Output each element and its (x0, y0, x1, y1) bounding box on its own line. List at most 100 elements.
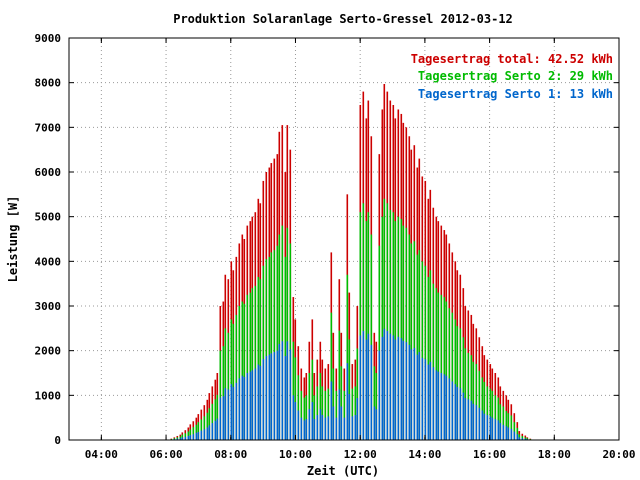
bar-serto-2 (227, 332, 230, 440)
bar-serto-2 (375, 373, 378, 440)
bar-serto-2 (381, 216, 384, 440)
bar-serto-2 (373, 366, 376, 440)
bar-serto-2 (507, 413, 510, 440)
bar-serto-1 (413, 347, 416, 440)
bar-serto-2 (346, 274, 349, 440)
y-tick-label: 2000 (35, 345, 62, 358)
bar-serto-1 (481, 410, 484, 440)
bar-serto-1 (462, 392, 465, 440)
bar-serto-2 (330, 312, 333, 440)
x-tick-label: 20:00 (602, 448, 635, 461)
bar-serto-2 (470, 355, 473, 440)
bar-serto-2 (311, 359, 314, 440)
bar-serto-1 (456, 386, 459, 440)
bar-serto-2 (351, 388, 354, 440)
bar-serto-2 (394, 221, 397, 440)
bar-serto-1 (516, 434, 519, 440)
bar-serto-2 (251, 288, 254, 440)
bar-serto-1 (289, 349, 292, 440)
bar-serto-2 (356, 348, 359, 440)
bar-serto-2 (206, 412, 209, 440)
bar-serto-1 (494, 419, 497, 440)
bar-serto-2 (249, 292, 252, 440)
bar-serto-2 (278, 234, 281, 440)
bar-serto-2 (472, 361, 475, 440)
bar-serto-1 (276, 350, 279, 440)
bar-serto-2 (179, 436, 182, 440)
bar-serto-1 (257, 364, 260, 440)
bar-serto-1 (316, 414, 319, 440)
bar-serto-1 (335, 417, 338, 440)
bar-serto-2 (445, 301, 448, 440)
bar-serto-2 (456, 326, 459, 440)
bar-serto-1 (394, 339, 397, 440)
bar-serto-1 (195, 432, 198, 440)
bar-serto-2 (259, 279, 262, 440)
bar-serto-1 (211, 423, 214, 440)
bar-serto-2 (246, 294, 249, 440)
bar-serto-1 (311, 402, 314, 440)
bar-serto-1 (464, 398, 467, 440)
bar-serto-2 (338, 330, 341, 440)
bar-serto-1 (389, 333, 392, 440)
bar-serto-2 (365, 221, 368, 440)
x-tick-labels: 04:00 06:00 08:00 10:00 12:00 14:00 16:00 18:00… (85, 448, 636, 461)
bar-serto-1 (348, 393, 351, 440)
bar-serto-1 (281, 341, 284, 440)
y-axis-label: Leistung [W] (6, 196, 20, 283)
bar-serto-2 (197, 422, 200, 440)
bar-serto-1 (208, 425, 211, 440)
bar-serto-1 (507, 427, 510, 440)
bar-serto-2 (243, 303, 246, 440)
bar-serto-2 (286, 227, 289, 440)
bar-serto-2 (459, 328, 462, 440)
x-tick-label: 08:00 (214, 448, 247, 461)
bar-serto-1 (268, 354, 271, 440)
bar-serto-2 (499, 404, 502, 440)
bar-serto-2 (478, 370, 481, 440)
bar-serto-2 (451, 312, 454, 440)
bar-serto-2 (462, 337, 465, 440)
bar-serto-1 (246, 373, 249, 440)
bar-serto-2 (303, 397, 306, 440)
x-tick-label: 04:00 (85, 448, 118, 461)
bar-serto-1 (386, 331, 389, 440)
bar-serto-1 (478, 407, 481, 440)
bar-series (170, 84, 532, 441)
x-tick-label: 10:00 (279, 448, 312, 461)
bar-serto-2 (448, 308, 451, 440)
bar-serto-1 (294, 402, 297, 440)
bar-serto-2 (397, 216, 400, 440)
bar-serto-2 (187, 431, 190, 440)
bar-serto-2 (505, 410, 508, 440)
bar-serto-2 (405, 227, 408, 440)
bar-serto-1 (408, 344, 411, 440)
bar-serto-2 (195, 424, 198, 440)
bar-serto-2 (200, 419, 203, 440)
bar-serto-1 (232, 386, 235, 440)
y-tick-label: 3000 (35, 300, 62, 313)
bar-serto-1 (321, 414, 324, 440)
bar-serto-2 (294, 357, 297, 440)
y-tick-label: 6000 (35, 166, 62, 179)
bar-serto-2 (440, 294, 443, 440)
bar-serto-2 (464, 348, 467, 440)
bar-serto-1 (351, 416, 354, 440)
bar-serto-2 (230, 319, 233, 440)
bar-serto-1 (305, 419, 308, 440)
legend-entry-serto-1: Tagesertrag Serto 1: 13 kWh (418, 87, 613, 101)
bar-serto-1 (505, 426, 508, 440)
bar-serto-1 (340, 406, 343, 440)
bar-serto-1 (265, 356, 268, 440)
bar-serto-1 (327, 416, 330, 440)
bar-serto-1 (410, 349, 413, 440)
bar-serto-2 (429, 270, 432, 440)
bar-serto-2 (486, 386, 489, 440)
bar-serto-2 (321, 386, 324, 440)
bar-serto-2 (410, 243, 413, 440)
bar-serto-1 (197, 431, 200, 440)
bar-serto-1 (238, 378, 241, 440)
bar-serto-1 (200, 430, 203, 440)
bar-serto-1 (521, 438, 524, 440)
bar-serto-2 (408, 234, 411, 440)
